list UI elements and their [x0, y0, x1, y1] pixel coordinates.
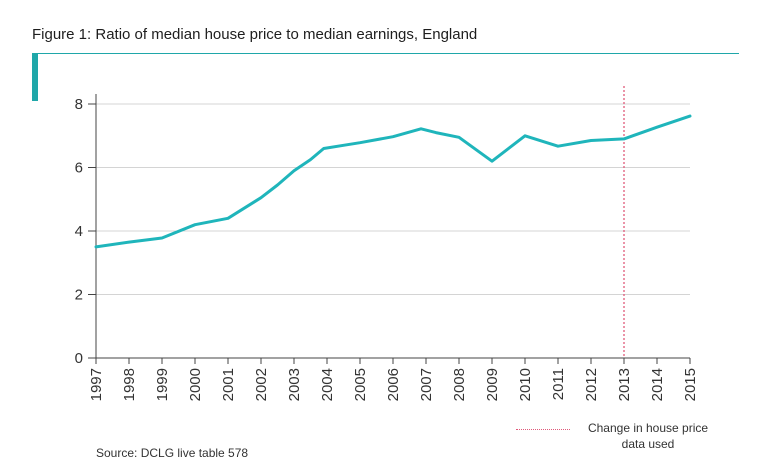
x-tick-label: 2010	[517, 368, 534, 401]
source-note: Source: DCLG live table 578	[96, 446, 249, 460]
legend-label: Change in house price data used	[587, 421, 709, 451]
x-tick-label: 2002	[253, 368, 270, 401]
x-tick-label: 2005	[352, 368, 369, 401]
axes	[95, 94, 690, 359]
legend-swatch-dotted-line	[516, 429, 570, 430]
y-tick-label: 0	[75, 350, 83, 367]
title-accent-bar	[32, 54, 38, 101]
x-tick-label: 2000	[187, 368, 204, 401]
y-tick-label: 2	[75, 287, 83, 304]
x-tick-label: 2003	[286, 368, 303, 401]
x-axis-ticks: 1997 1998 1999 2000 2001 2002 2003 2004 2005 2006…	[88, 358, 699, 401]
x-tick-label: 2012	[583, 368, 600, 401]
x-tick-label: 1998	[121, 368, 138, 401]
title-rule	[32, 53, 739, 54]
x-tick-label: 2015	[682, 368, 699, 401]
x-tick-label: 2004	[319, 368, 336, 401]
x-tick-label: 2001	[220, 368, 237, 401]
x-tick-label: 2009	[484, 368, 501, 401]
series-line-ratio	[94, 114, 692, 249]
x-tick-label: 2008	[451, 368, 468, 401]
x-tick-label: 2007	[418, 368, 435, 401]
figure-title: Figure 1: Ratio of median house price to…	[32, 26, 478, 43]
x-tick-label: 2006	[385, 368, 402, 401]
x-tick-label: 2011	[550, 368, 567, 400]
y-tick-label: 8	[75, 96, 83, 113]
series-layer	[94, 114, 692, 249]
x-tick-label: 2014	[649, 368, 666, 401]
y-tick-label: 6	[75, 160, 83, 177]
y-tick-label: 4	[75, 223, 83, 240]
x-tick-label: 1999	[154, 368, 171, 401]
x-tick-label: 1997	[88, 368, 105, 401]
gridlines	[96, 103, 690, 295]
x-tick-label: 2013	[616, 368, 633, 401]
y-axis-ticks: 0 2 4 6 8	[75, 96, 96, 367]
